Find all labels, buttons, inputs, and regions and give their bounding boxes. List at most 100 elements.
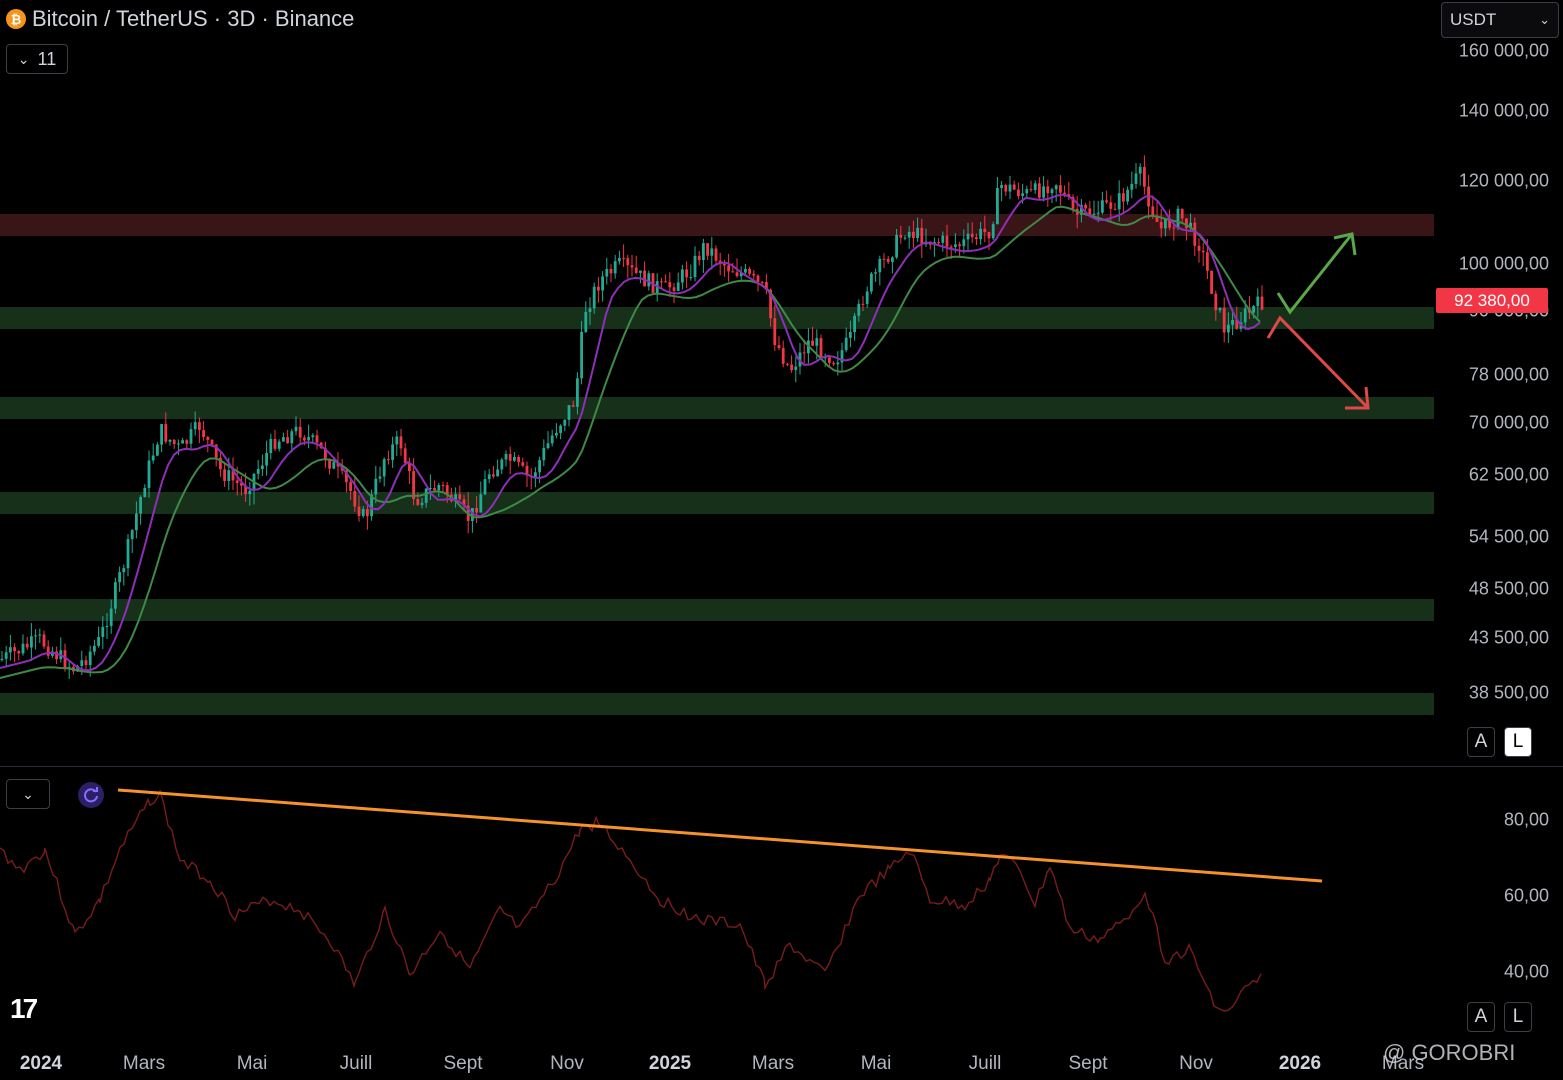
indicators-toggle-button[interactable]: ⌄ 11: [6, 44, 68, 74]
candle-body: [773, 318, 777, 346]
candle-body: [147, 460, 151, 488]
oscillator-log-scale-button[interactable]: L: [1504, 1002, 1532, 1032]
candle-body: [1231, 319, 1234, 325]
candle-body: [151, 455, 155, 461]
candle-body: [618, 258, 621, 262]
candle-body: [970, 233, 974, 238]
oscillator-collapse-button[interactable]: ⌄: [6, 779, 50, 809]
candle-body: [265, 452, 268, 466]
candle-body: [324, 448, 327, 460]
candle-body: [424, 488, 428, 503]
candle-body: [870, 273, 873, 292]
candle-body: [891, 257, 894, 262]
candle-body: [1222, 307, 1226, 333]
candle-body: [1080, 204, 1083, 215]
candle-body: [584, 312, 588, 332]
oscillator-auto-scale-button[interactable]: A: [1467, 1002, 1495, 1032]
candle-body: [210, 440, 214, 445]
pane-divider[interactable]: [0, 766, 1563, 767]
candle-body: [605, 268, 609, 277]
candle-body: [597, 286, 600, 291]
time-axis-label: Nov: [550, 1053, 584, 1074]
candle-body: [198, 422, 201, 431]
tradingview-logo-icon[interactable]: 17: [10, 993, 38, 1024]
candle-body: [1256, 296, 1260, 307]
candle-body: [794, 366, 798, 371]
candle-body: [1004, 184, 1008, 192]
candle-body: [744, 268, 747, 273]
slow-moving-average-line: [0, 205, 1261, 679]
candle-body: [693, 255, 697, 278]
candle-body: [865, 291, 869, 304]
oscillator-line: [0, 789, 1262, 1012]
candle-body: [185, 440, 189, 444]
time-axis-label: Juill: [968, 1053, 1002, 1074]
candle-body: [408, 462, 411, 472]
candle-body: [1113, 208, 1117, 210]
candle-body: [1197, 245, 1201, 251]
candle-body: [403, 448, 407, 463]
time-axis-label: Nov: [1179, 1053, 1213, 1074]
support-zone: [0, 693, 1434, 715]
candle-body: [361, 508, 365, 517]
bullish-scenario-arrow: [1276, 233, 1354, 315]
candle-body: [366, 508, 369, 517]
candle-body: [550, 435, 554, 444]
candle-body: [836, 362, 840, 365]
candle-body: [214, 444, 218, 458]
candle-body: [790, 364, 793, 371]
oscillator-axis-label: 40,00: [1503, 961, 1549, 982]
candle-body: [193, 422, 197, 430]
auto-scale-button[interactable]: A: [1467, 727, 1495, 757]
candle-body: [660, 281, 663, 283]
candle-body: [525, 465, 529, 476]
candle-body: [416, 498, 420, 505]
candle-body: [235, 480, 239, 484]
candle-body: [786, 363, 789, 365]
candle-body: [702, 243, 705, 261]
candle-body: [420, 502, 424, 505]
candle-body: [1126, 189, 1129, 202]
candle-body: [332, 462, 336, 469]
candle-body: [286, 437, 289, 444]
candle-body: [118, 572, 121, 583]
candle-body: [1252, 306, 1255, 313]
candle-body: [315, 435, 319, 443]
candle-body: [857, 303, 861, 316]
currency-select[interactable]: USDT ⌄: [1441, 2, 1559, 38]
candle-body: [160, 424, 163, 445]
price-axis-label: 62 500,00: [1468, 464, 1549, 485]
candle-body: [689, 277, 693, 279]
candle-body: [370, 494, 373, 517]
resistance-zone: [0, 214, 1434, 236]
candle-body: [122, 568, 126, 573]
candle-body: [261, 465, 264, 469]
candle-body: [34, 635, 37, 637]
candle-body: [706, 243, 709, 256]
candle-body: [634, 267, 638, 273]
indicator-refresh-icon[interactable]: [78, 782, 104, 808]
price-axis-label: 38 500,00: [1468, 682, 1549, 703]
log-scale-button[interactable]: L: [1504, 727, 1532, 757]
candle-body: [21, 643, 25, 654]
candle-body: [1151, 206, 1155, 216]
candle-body: [336, 462, 340, 467]
candle-body: [643, 270, 646, 287]
candle-body: [412, 471, 415, 499]
candle-body: [30, 636, 33, 648]
candle-body: [1176, 208, 1180, 228]
candle-body: [920, 227, 924, 245]
candle-body: [462, 499, 466, 506]
candle-body: [1101, 200, 1104, 213]
candle-body: [563, 419, 567, 426]
candle-body: [647, 273, 651, 287]
candle-body: [1235, 319, 1239, 329]
candle-body: [861, 303, 865, 305]
oscillator-trendline[interactable]: [117, 788, 1323, 883]
candle-body: [244, 485, 247, 495]
candle-body: [374, 478, 378, 495]
candle-body: [727, 265, 730, 272]
candle-body: [756, 275, 760, 282]
candle-body: [277, 441, 281, 449]
